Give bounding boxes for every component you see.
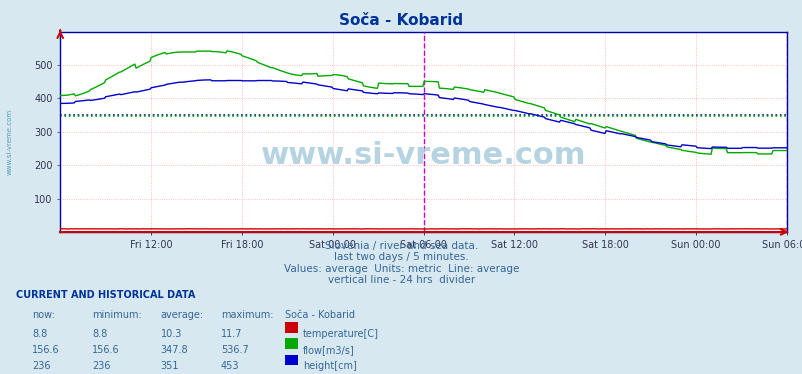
Text: last two days / 5 minutes.: last two days / 5 minutes. — [334, 252, 468, 263]
Text: 8.8: 8.8 — [92, 329, 107, 339]
Text: 351: 351 — [160, 361, 179, 371]
Text: 453: 453 — [221, 361, 239, 371]
Text: Values: average  Units: metric  Line: average: Values: average Units: metric Line: aver… — [283, 264, 519, 274]
Text: flow[m3/s]: flow[m3/s] — [302, 345, 354, 355]
Text: Soča - Kobarid: Soča - Kobarid — [339, 13, 463, 28]
Text: vertical line - 24 hrs  divider: vertical line - 24 hrs divider — [327, 275, 475, 285]
Text: www.si-vreme.com: www.si-vreme.com — [261, 141, 585, 170]
Text: maximum:: maximum: — [221, 310, 273, 321]
Text: 236: 236 — [92, 361, 111, 371]
Text: 236: 236 — [32, 361, 51, 371]
Text: CURRENT AND HISTORICAL DATA: CURRENT AND HISTORICAL DATA — [16, 290, 195, 300]
Text: www.si-vreme.com: www.si-vreme.com — [6, 109, 12, 175]
Text: Soča - Kobarid: Soča - Kobarid — [285, 310, 354, 321]
Text: average:: average: — [160, 310, 204, 321]
Text: 11.7: 11.7 — [221, 329, 242, 339]
Text: height[cm]: height[cm] — [302, 361, 356, 371]
Text: 10.3: 10.3 — [160, 329, 182, 339]
Text: temperature[C]: temperature[C] — [302, 329, 379, 339]
Text: 536.7: 536.7 — [221, 345, 249, 355]
Text: 156.6: 156.6 — [32, 345, 59, 355]
Text: minimum:: minimum: — [92, 310, 142, 321]
Text: 347.8: 347.8 — [160, 345, 188, 355]
Text: 156.6: 156.6 — [92, 345, 119, 355]
Text: Slovenia / river and sea data.: Slovenia / river and sea data. — [325, 241, 477, 251]
Text: now:: now: — [32, 310, 55, 321]
Text: 8.8: 8.8 — [32, 329, 47, 339]
